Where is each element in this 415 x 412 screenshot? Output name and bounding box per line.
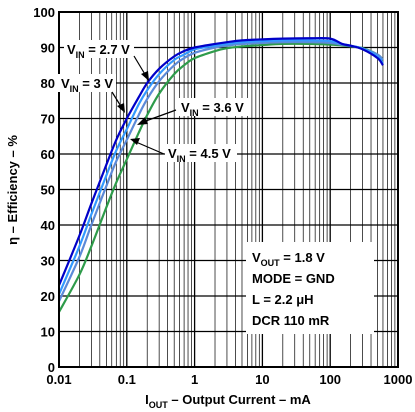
x-tick-label: 10: [255, 372, 269, 387]
series-line-v-in-2-7-v: [57, 36, 384, 286]
svg-text:VIN = 2.7 V: VIN = 2.7 V: [67, 42, 130, 60]
x-tick-label: 0.1: [118, 372, 136, 387]
arrow-line: [142, 109, 177, 123]
y-tick-label: 50: [41, 183, 55, 198]
y-tick-label: 30: [41, 254, 55, 269]
series-curves: [57, 36, 384, 313]
y-tick-label: 70: [41, 112, 55, 127]
x-tick-label: 1000: [384, 372, 413, 387]
y-axis-title: η – Efficiency – %: [5, 135, 20, 245]
svg-text:DCR 110 mR: DCR 110 mR: [252, 313, 330, 328]
y-tick-label: 80: [41, 76, 55, 91]
arrow-line: [133, 55, 147, 77]
y-tick-label: 40: [41, 218, 55, 233]
x-tick-label: 0.01: [46, 372, 71, 387]
svg-text:VIN = 3 V: VIN = 3 V: [61, 76, 113, 94]
arrow-head: [130, 138, 140, 145]
x-tick-label: 1: [191, 372, 198, 387]
x-tick-labels: 0.01 0.1 1 10 100 1000: [46, 372, 412, 387]
series-label-vin-3-6: VIN = 3.6 V: [137, 98, 250, 125]
y-tick-label: 0: [48, 360, 55, 375]
y-tick-label: 60: [41, 147, 55, 162]
svg-text:VIN = 3.6 V: VIN = 3.6 V: [181, 100, 244, 118]
arrow-head: [141, 71, 149, 81]
plot-frame: [58, 11, 399, 368]
y-tick-label: 10: [41, 325, 55, 340]
x-tick-label: 100: [319, 372, 341, 387]
y-tick-label: 20: [41, 289, 55, 304]
conditions-annotation: VOUT = 1.8 V MODE = GND L = 2.2 μH DCR 1…: [246, 242, 374, 334]
arrow-head: [117, 103, 125, 113]
series-label-vin-2-7: VIN = 2.7 V: [64, 40, 149, 81]
svg-text:L = 2.2 μH: L = 2.2 μH: [252, 292, 314, 307]
y-tick-label: 100: [33, 5, 55, 20]
y-tick-labels: 0 10 20 30 40 50 60 70 80 90 100: [33, 5, 55, 375]
y-tick-label: 90: [41, 41, 55, 56]
series-label-vin-3: VIN = 3 V: [58, 74, 125, 113]
arrow-head: [137, 117, 148, 125]
svg-text:MODE = GND: MODE = GND: [252, 271, 335, 286]
x-axis-title: IOUT – Output Current – mA: [145, 392, 311, 410]
series-label-vin-4-5: VIN = 4.5 V: [130, 138, 237, 164]
svg-text:VIN = 4.5 V: VIN = 4.5 V: [168, 146, 231, 164]
arrow-line: [135, 141, 165, 155]
svg-text:VOUT = 1.8 V: VOUT = 1.8 V: [252, 250, 325, 268]
